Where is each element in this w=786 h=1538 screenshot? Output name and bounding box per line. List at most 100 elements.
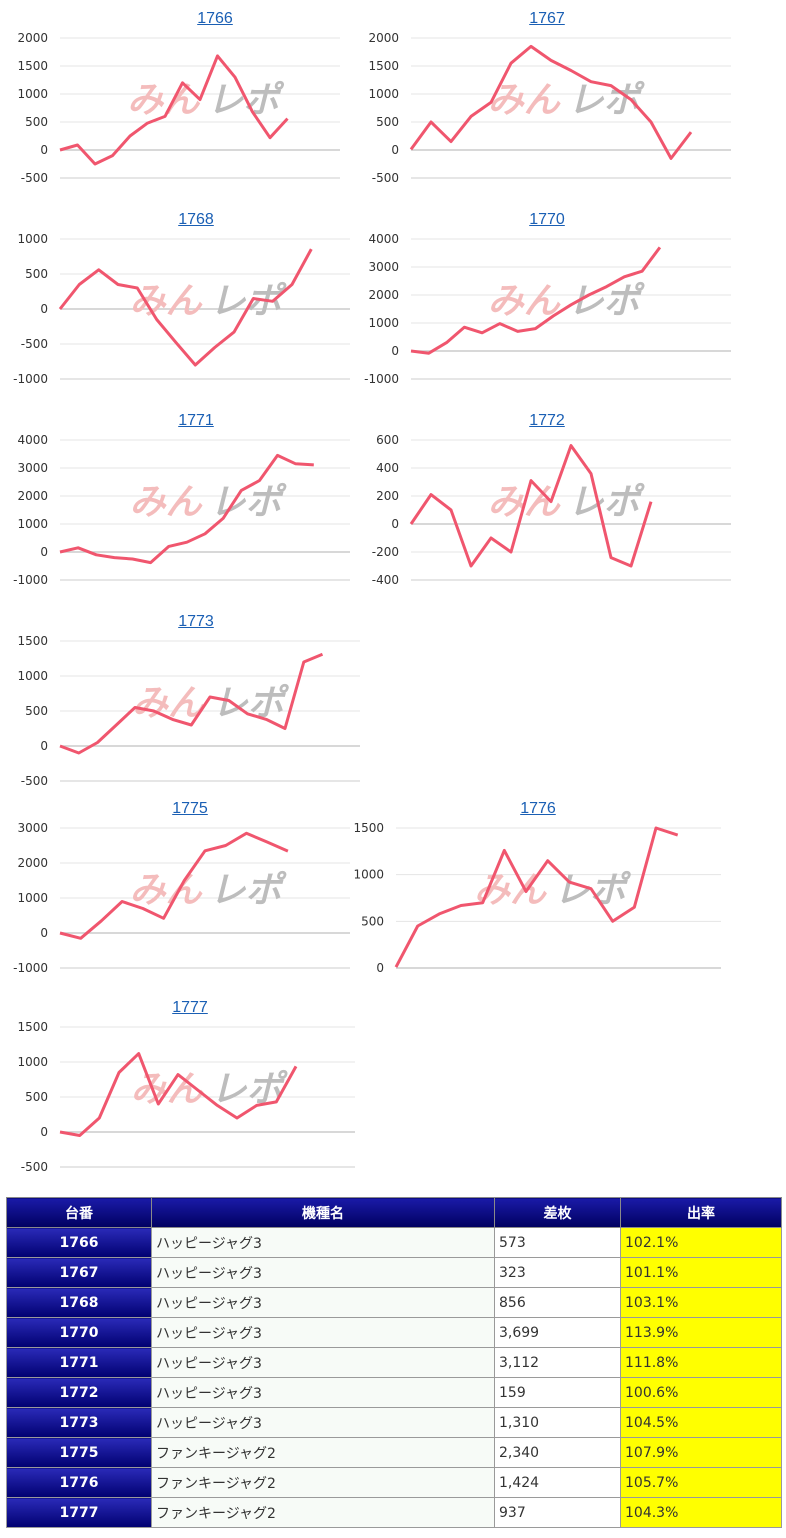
chart-1771: 1771 4000 3000 2000 1000 0 -1000 みん レポ (8, 412, 350, 587)
model-name-cell: ハッピージャグ3 (151, 1407, 495, 1438)
table-row: 1772 ハッピージャグ3 159 100.6% (6, 1377, 782, 1408)
difference-cell: 1,310 (494, 1407, 621, 1438)
chart-title-link[interactable]: 1768 (178, 211, 214, 228)
series-line (59, 831, 289, 940)
y-tick-label: -200 (372, 545, 399, 559)
chart-title-link[interactable]: 1770 (529, 211, 565, 228)
y-tick-label: -400 (372, 573, 399, 587)
series-line (410, 246, 662, 355)
chart-1768: 1768 1000 500 0 -500 -1000 みん レポ (8, 211, 350, 386)
table-row: 1773 ハッピージャグ3 1,310 104.5% (6, 1407, 782, 1438)
chart-title-link[interactable]: 1772 (529, 412, 565, 429)
y-tick-label: 3000 (368, 260, 399, 274)
y-tick-label: 500 (25, 267, 48, 281)
series-line (394, 826, 679, 968)
model-name-cell: ファンキージャグ2 (151, 1497, 495, 1528)
difference-cell: 323 (494, 1257, 621, 1288)
y-tick-label: 1500 (17, 634, 48, 648)
y-tick-label: 1000 (17, 517, 48, 531)
y-tick-label: -500 (21, 774, 48, 788)
watermark-logo-part1: みん (127, 80, 200, 121)
watermark-logo-part1: みん (130, 281, 203, 322)
header-model-name: 機種名 (151, 1197, 495, 1228)
y-tick-label: -1000 (13, 573, 48, 587)
y-tick-label: 1500 (368, 59, 399, 73)
table-row: 1776 ファンキージャグ2 1,424 105.7% (6, 1467, 782, 1498)
model-name-cell: ファンキージャグ2 (151, 1437, 495, 1468)
difference-cell: 573 (494, 1227, 621, 1258)
payout-rate-cell: 107.9% (620, 1437, 782, 1468)
y-tick-label: 2000 (17, 856, 48, 870)
chart-title-link[interactable]: 1777 (172, 999, 208, 1016)
y-tick-label: 0 (391, 344, 399, 358)
series-line (409, 44, 693, 160)
chart-title-link[interactable]: 1776 (520, 800, 556, 817)
watermark-logo-part2: レポ (212, 683, 290, 724)
watermark-logo-part2: レポ (210, 870, 288, 911)
model-name-cell: ハッピージャグ3 (151, 1287, 495, 1318)
y-tick-label: 0 (391, 517, 399, 531)
y-tick-label: 4000 (17, 433, 48, 447)
y-tick-label: -500 (21, 1160, 48, 1174)
chart-title-link[interactable]: 1775 (172, 800, 208, 817)
watermark-logo-part2: レポ (568, 482, 646, 523)
chart-1766: 1766 2000 1500 1000 500 0 -500 みん レポ (8, 10, 340, 185)
difference-cell: 856 (494, 1287, 621, 1318)
watermark-logo-part2: レポ (211, 1069, 289, 1110)
line-chart-svg: 1000 500 0 -500 -1000 みん レポ (13, 232, 350, 386)
payout-rate-cell: 104.3% (620, 1497, 782, 1528)
payout-rate-cell: 104.5% (620, 1407, 782, 1438)
table-header-row: 台番 機種名 差枚 出率 (6, 1197, 782, 1228)
chart-title-link[interactable]: 1766 (197, 10, 233, 27)
y-tick-label: 400 (376, 461, 399, 475)
y-tick-label: 500 (361, 914, 384, 928)
chart-1777: 1777 1500 1000 500 0 -500 みん レポ (8, 999, 355, 1174)
y-tick-label: 1000 (17, 87, 48, 101)
series-line (409, 444, 653, 568)
machine-number-cell: 1777 (6, 1497, 152, 1528)
chart-title-link[interactable]: 1767 (529, 10, 565, 27)
line-chart-svg: 4000 3000 2000 1000 0 -1000 みん レポ (13, 433, 350, 587)
table-row: 1766 ハッピージャグ3 573 102.1% (6, 1227, 782, 1258)
y-tick-label: 0 (40, 143, 48, 157)
y-tick-label: 1000 (368, 87, 399, 101)
chart-title-link[interactable]: 1773 (178, 613, 214, 630)
y-tick-label: 1000 (17, 891, 48, 905)
y-tick-label: 0 (40, 1125, 48, 1139)
line-chart-svg: 3000 2000 1000 0 -1000 みん レポ (13, 821, 350, 975)
chart-title-link[interactable]: 1771 (178, 412, 214, 429)
table-row: 1777 ファンキージャグ2 937 104.3% (6, 1497, 782, 1528)
difference-cell: 3,699 (494, 1317, 621, 1348)
y-tick-label: 0 (376, 961, 384, 975)
machine-number-cell: 1766 (6, 1227, 152, 1258)
series-line (59, 453, 314, 565)
y-tick-label: 1500 (353, 821, 384, 835)
y-tick-label: 3000 (17, 821, 48, 835)
y-tick-label: -500 (21, 337, 48, 351)
header-machine-number: 台番 (6, 1197, 152, 1228)
difference-cell: 159 (494, 1377, 621, 1408)
chart-1767: 1767 2000 1500 1000 500 0 -500 みん レポ (359, 10, 731, 185)
y-tick-label: 1000 (17, 232, 48, 246)
payout-rate-cell: 105.7% (620, 1467, 782, 1498)
y-tick-label: 2000 (368, 31, 399, 45)
y-tick-label: 1500 (17, 59, 48, 73)
y-tick-label: 0 (40, 739, 48, 753)
y-tick-label: 0 (40, 302, 48, 316)
table-row: 1775 ファンキージャグ2 2,340 107.9% (6, 1437, 782, 1468)
series-line (59, 54, 289, 166)
payout-rate-cell: 100.6% (620, 1377, 782, 1408)
y-tick-label: 0 (40, 926, 48, 940)
y-tick-label: -1000 (13, 372, 48, 386)
y-tick-label: 1000 (17, 669, 48, 683)
y-tick-label: -500 (372, 171, 399, 185)
machine-number-cell: 1776 (6, 1467, 152, 1498)
watermark-logo-part1: みん (130, 482, 203, 523)
y-tick-label: 200 (376, 489, 399, 503)
chart-1775: 1775 3000 2000 1000 0 -1000 みん レポ (8, 800, 350, 975)
machine-number-cell: 1767 (6, 1257, 152, 1288)
y-tick-label: 3000 (17, 461, 48, 475)
